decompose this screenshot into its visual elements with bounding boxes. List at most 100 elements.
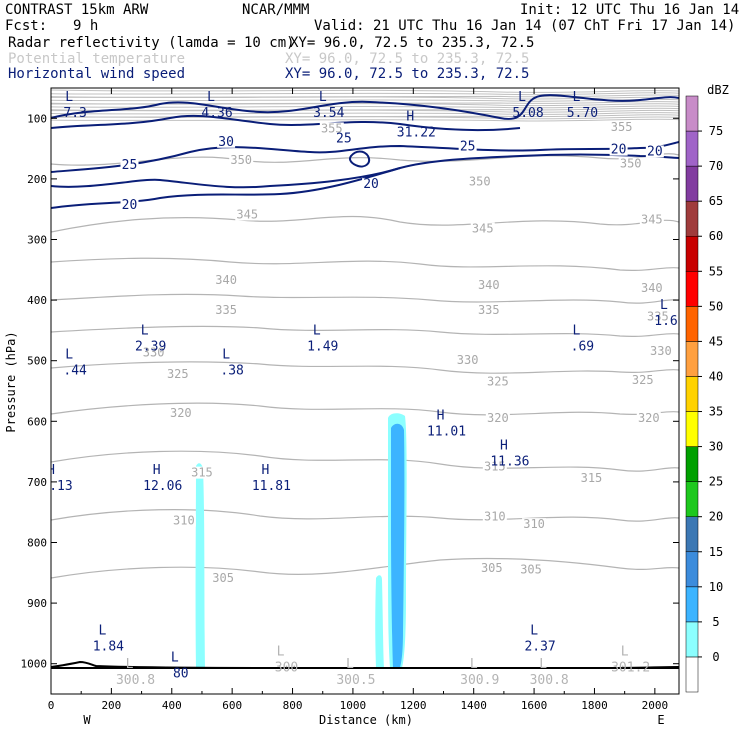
extremum-value: 1.63: [654, 314, 685, 329]
theta-label: 345: [472, 221, 494, 235]
wind-label: 20: [363, 177, 379, 192]
colorbar: 0 5 10 15 20 25 30 35 40 45 50 55 60 65 70 75: [685, 95, 723, 693]
x-axis: 0 200 400 600 800 1000 1200 1400 1600 1800 2000: [48, 88, 668, 712]
colorbar-label: 25: [709, 475, 723, 489]
colorbar-label: 40: [709, 369, 723, 383]
colorbar-swatch: [685, 376, 699, 412]
extremum-value: 300.9: [460, 673, 499, 688]
stratospheric-isentrope: [51, 118, 679, 122]
extremum-value: 3.54: [313, 106, 344, 121]
potential-temperature-contours: [51, 153, 679, 579]
extremum-marker: L: [98, 623, 106, 638]
extremum-marker: L: [222, 348, 230, 363]
theta-label: 335: [215, 303, 237, 317]
wind-label: 20: [611, 143, 627, 158]
extremum-marker: H: [47, 463, 55, 478]
theta-label-bg: [482, 460, 507, 473]
theta-label: 315: [484, 460, 506, 474]
colorbar-swatch: [685, 95, 699, 132]
theta-label-bg: [470, 222, 495, 235]
reflectivity-shading: [195, 413, 407, 668]
extremum-value: 300.5: [336, 673, 375, 688]
theta-label: 310: [484, 509, 506, 523]
x-tick-label: 1200: [400, 699, 427, 712]
extrema-labels: L7.3L4.36L3.54L5.08L5.70H31.22L2.39L.44L…: [47, 90, 685, 688]
extremum-value: 11.36: [490, 455, 529, 470]
plot-frame: [50, 87, 680, 695]
extremum-value: 12.06: [143, 479, 182, 494]
theta-label: 320: [638, 411, 660, 425]
colorbar-swatch: [685, 621, 699, 658]
colorbar-swatch: [685, 165, 699, 202]
theta-label: 325: [487, 375, 509, 389]
theta-label-bg: [648, 344, 673, 357]
extremum-marker: L: [126, 657, 134, 672]
theta-label: 315: [581, 471, 603, 485]
x-tick-label: 1000: [340, 699, 367, 712]
colorbar-label: 70: [709, 159, 723, 173]
model-title: CONTRAST 15km ARW: [5, 2, 149, 18]
colorbar-label: 10: [709, 580, 723, 594]
extremum-marker: L: [65, 90, 73, 105]
theta-label: 305: [212, 571, 234, 585]
wind-label: 25: [122, 158, 138, 173]
extremum-marker: L: [572, 323, 580, 338]
theta-label: 335: [478, 303, 500, 317]
extremum-value: 11.81: [252, 479, 291, 494]
theta-label: 350: [230, 153, 252, 167]
theta-label-bg: [476, 278, 501, 291]
theta-label-bg: [455, 353, 480, 366]
colorbar-swatch: [685, 516, 699, 553]
theta-label: 340: [478, 278, 500, 292]
wind-label: 30: [218, 135, 234, 150]
stratospheric-isentropes: [51, 89, 679, 122]
extremum-marker: H: [153, 463, 161, 478]
theta-label: 310: [173, 514, 195, 528]
colorbar-label: 20: [709, 510, 723, 524]
wind-label-bg: [120, 198, 139, 211]
terrain-surface: [51, 660, 679, 670]
extremum-marker: H: [406, 110, 414, 125]
field-name-wind: Horizontal wind speed: [8, 66, 185, 82]
theta-label-bg: [609, 121, 634, 134]
fcst-label: Fcst:: [5, 18, 47, 34]
theta-label: 340: [215, 273, 237, 287]
extremum-value: 80: [173, 667, 189, 682]
extremum-value: 5.70: [567, 106, 598, 121]
y-tick-label: 400: [27, 294, 47, 307]
colorbar-swatch: [685, 271, 699, 307]
wind-label: 20: [647, 144, 663, 159]
theta-label-bg: [485, 375, 510, 388]
colorbar-label: 30: [709, 440, 723, 454]
colorbar-swatch: [685, 130, 699, 167]
x-tick-label: 0: [48, 699, 55, 712]
field-xy-wind: XY= 96.0, 72.5 to 235.3, 72.5: [285, 66, 529, 82]
theta-label: 305: [481, 561, 503, 575]
colorbar-swatch: [685, 551, 699, 588]
colorbar-swatch: [685, 200, 699, 237]
x-tick-label: 800: [283, 699, 303, 712]
theta-label-bg: [579, 472, 604, 485]
theta-label-bg: [639, 281, 664, 294]
theta-label: 335: [647, 309, 669, 323]
theta-label-bg: [189, 466, 214, 479]
theta-label: 310: [523, 517, 545, 531]
theta-label: 325: [167, 367, 189, 381]
theta-label-bg: [235, 208, 260, 221]
extremum-value: 5.08: [512, 106, 543, 121]
y-tick-label: 900: [27, 597, 47, 610]
extremum-marker: L: [530, 623, 538, 638]
y-tick-label: 200: [27, 173, 47, 186]
y-tick-label: 700: [27, 476, 47, 489]
wind-label-bg: [217, 135, 236, 148]
extremum-marker: L: [660, 298, 668, 313]
extremum-value: 1.84: [93, 639, 124, 654]
extremum-value: .69: [571, 339, 594, 354]
valid-time: Valid: 21 UTC Thu 16 Jan 14 (07 ChT Fri …: [314, 18, 735, 34]
colorbar-swatch: [685, 306, 699, 342]
theta-contour-labels: 355 355 350 350 350 345 345 345 340 340 340 335 335 3…: [141, 120, 673, 585]
theta-label-bg: [479, 561, 504, 574]
extremum-marker: L: [621, 645, 629, 660]
theta-label: 350: [469, 175, 491, 189]
init-time: Init: 12 UTC Thu 16 Jan 14: [520, 2, 739, 18]
